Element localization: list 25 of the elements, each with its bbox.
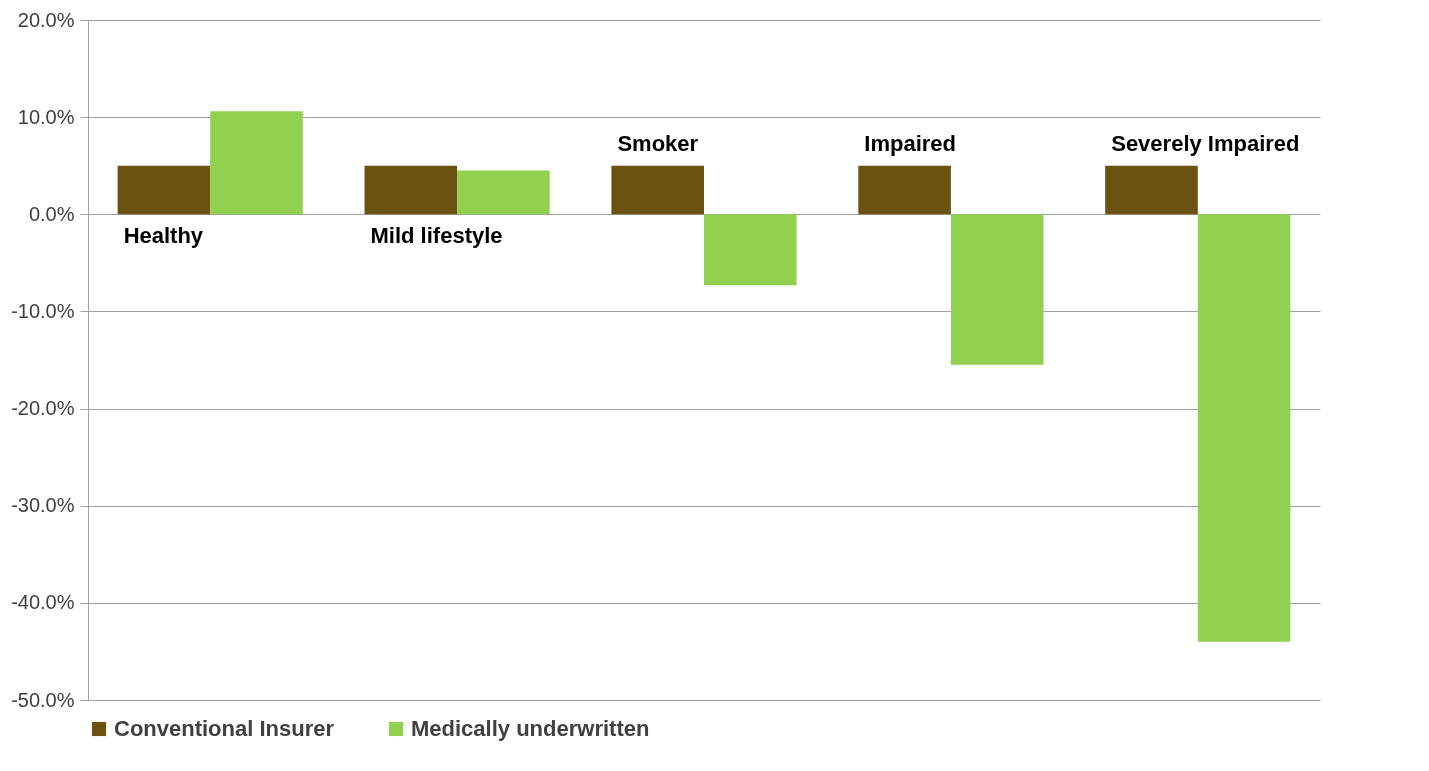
bar — [364, 165, 458, 215]
bar — [950, 214, 1044, 365]
x-tick-label: Impaired — [864, 130, 957, 156]
bar — [117, 165, 211, 215]
legend-label: Medically underwritten — [411, 716, 650, 741]
y-tick-label: 20.0% — [17, 8, 75, 31]
bar — [1105, 165, 1198, 215]
y-tick-label: 10.0% — [17, 105, 75, 128]
x-tick-label: Smoker — [617, 130, 699, 156]
bar — [704, 214, 797, 286]
bar — [611, 165, 704, 215]
y-tick-label: -30.0% — [11, 494, 75, 517]
legend-label: Conventional Insurer — [114, 716, 335, 741]
bar — [1197, 214, 1291, 642]
bar — [210, 111, 303, 215]
x-tick-label: Healthy — [123, 223, 204, 249]
y-tick-label: -10.0% — [11, 299, 75, 322]
x-tick-label: Mild lifestyle — [370, 223, 503, 249]
bar — [457, 170, 550, 215]
y-tick-label: -40.0% — [11, 591, 75, 614]
y-tick-label: -20.0% — [11, 397, 75, 420]
x-tick-label: Severely Impaired — [1111, 130, 1300, 156]
y-tick-label: -50.0% — [11, 688, 75, 711]
bar — [858, 165, 951, 215]
y-tick-label: 0.0% — [28, 202, 75, 225]
